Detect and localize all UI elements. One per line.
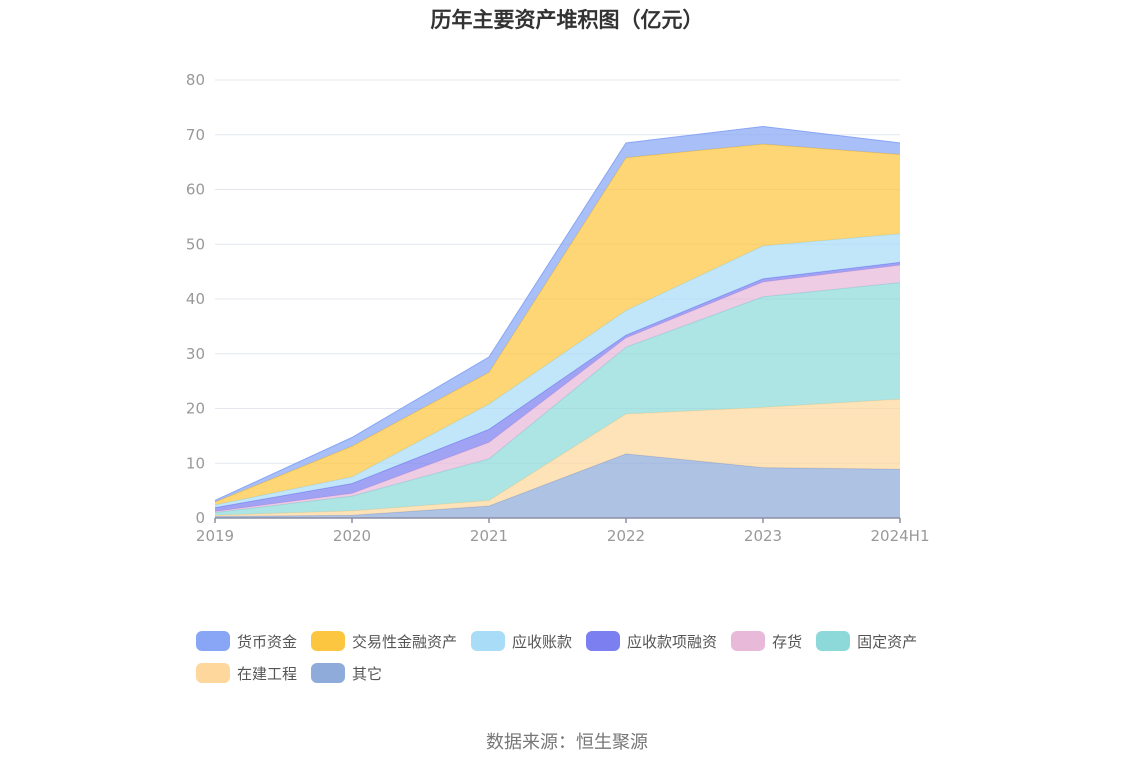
legend-label: 交易性金融资产 [352, 632, 458, 651]
legend-item[interactable]: 存货 [731, 630, 802, 652]
x-tick-label: 2019 [196, 527, 234, 545]
legend-label: 存货 [772, 632, 803, 651]
chart-title: 历年主要资产堆积图（亿元） [430, 8, 704, 32]
legend-item[interactable]: 交易性金融资产 [311, 630, 457, 652]
y-tick-label: 40 [186, 290, 205, 308]
y-tick-label: 70 [186, 126, 205, 144]
legend-swatch [586, 631, 621, 651]
y-tick-label: 20 [186, 400, 205, 418]
legend-label: 其它 [352, 664, 383, 683]
area-series-4 [215, 262, 900, 512]
area-series-2 [215, 282, 900, 516]
y-tick-label: 60 [186, 181, 205, 199]
legend-label: 在建工程 [237, 664, 298, 683]
legend-label: 应收账款 [512, 632, 573, 651]
legend-item[interactable]: 应收款项融资 [586, 630, 717, 652]
x-tick-label: 2020 [333, 527, 371, 545]
x-tick-label: 2024H1 [871, 527, 930, 545]
x-tick-label: 2023 [744, 527, 782, 545]
area-series-6 [215, 144, 900, 505]
source-note: 数据来源：恒生聚源 [486, 732, 648, 753]
y-tick-label: 0 [195, 509, 205, 527]
legend-item[interactable]: 在建工程 [196, 662, 297, 684]
series-line-7 [214, 125, 901, 501]
legend-label: 货币资金 [237, 632, 298, 651]
legend-swatch [196, 631, 230, 651]
legend-swatch [731, 631, 766, 651]
legend-item[interactable]: 货币资金 [196, 630, 297, 652]
legend-swatch [311, 631, 346, 651]
area-series-0 [215, 453, 900, 518]
y-tick-label: 50 [186, 235, 205, 253]
legend: 货币资金 交易性金融资产 应收账款 应收款项融资 存货 固定资产在建工程 其它 [196, 630, 976, 694]
y-tick-label: 30 [186, 345, 205, 363]
x-tick-label: 2021 [470, 527, 508, 545]
legend-label: 应收款项融资 [627, 632, 718, 651]
legend-swatch [196, 663, 230, 683]
legend-swatch [816, 631, 851, 651]
legend-label: 固定资产 [857, 632, 918, 651]
legend-item[interactable]: 其它 [311, 662, 382, 684]
stacked-area-chart: 0 10 20 30 40 50 60 70 80 2019 2020 2021 2022 2023 202… [186, 71, 930, 545]
area-series-5 [215, 233, 900, 508]
axes: 0 10 20 30 40 50 60 70 80 2019 2020 2021 2022 2023 202… [186, 71, 930, 545]
legend-swatch [311, 663, 346, 683]
legend-item[interactable]: 应收账款 [471, 630, 572, 652]
y-tick-label: 10 [186, 454, 205, 472]
legend-item[interactable]: 固定资产 [816, 630, 917, 652]
x-tick-label: 2022 [607, 527, 645, 545]
area-layer [214, 125, 901, 518]
legend-swatch [471, 631, 506, 651]
y-tick-label: 80 [186, 71, 205, 89]
